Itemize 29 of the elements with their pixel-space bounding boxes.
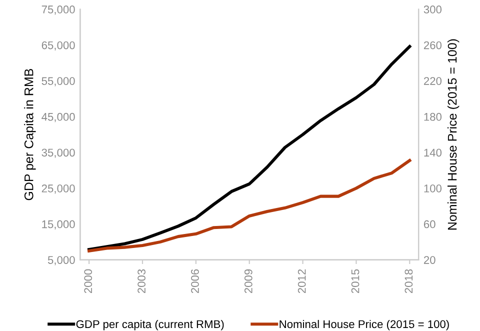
y2-tick-label: 100 [424,184,442,192]
y-tick-label: 25,000 [42,184,75,194]
y2-tick-label: 20 [424,256,436,264]
x-tick-label: 2018 [404,269,413,294]
x-tick-label: 2015 [351,269,360,294]
y-tick-label: 45,000 [42,112,75,122]
y2-tick-label: 260 [424,41,442,50]
x-tick-label: 2009 [244,269,252,294]
y2-tick-label: 60 [424,220,436,228]
x-tick-label: 2012 [298,269,306,294]
x-tick-label: 2000 [84,269,92,294]
legend-label: Nominal House Price (2015 = 100) [280,320,449,330]
line-series [88,158,412,252]
y-tick-label: 55,000 [42,77,75,86]
y-axis-title: GDP per Capita in RMB [24,68,36,200]
y-tick-label: 65,000 [42,41,75,51]
y2-tick-label: 140 [424,148,442,157]
x-tick-label: 2003 [138,269,146,294]
y-tick-label: 15,000 [42,220,75,230]
y2-tick-label: 300 [424,6,442,14]
y-tick-label: 75,000 [42,6,75,15]
y-tick-label: 5,000 [48,256,75,266]
legend-label: GDP per capita (current RMB) [76,320,224,330]
y2-tick-label: 180 [424,112,442,121]
y2-axis-title: Nominal House Price (2015 = 100) [448,39,460,230]
y-tick-label: 35,000 [42,148,75,158]
x-tick-label: 2006 [191,269,199,294]
y2-tick-label: 220 [424,77,442,85]
line-series [88,44,412,251]
